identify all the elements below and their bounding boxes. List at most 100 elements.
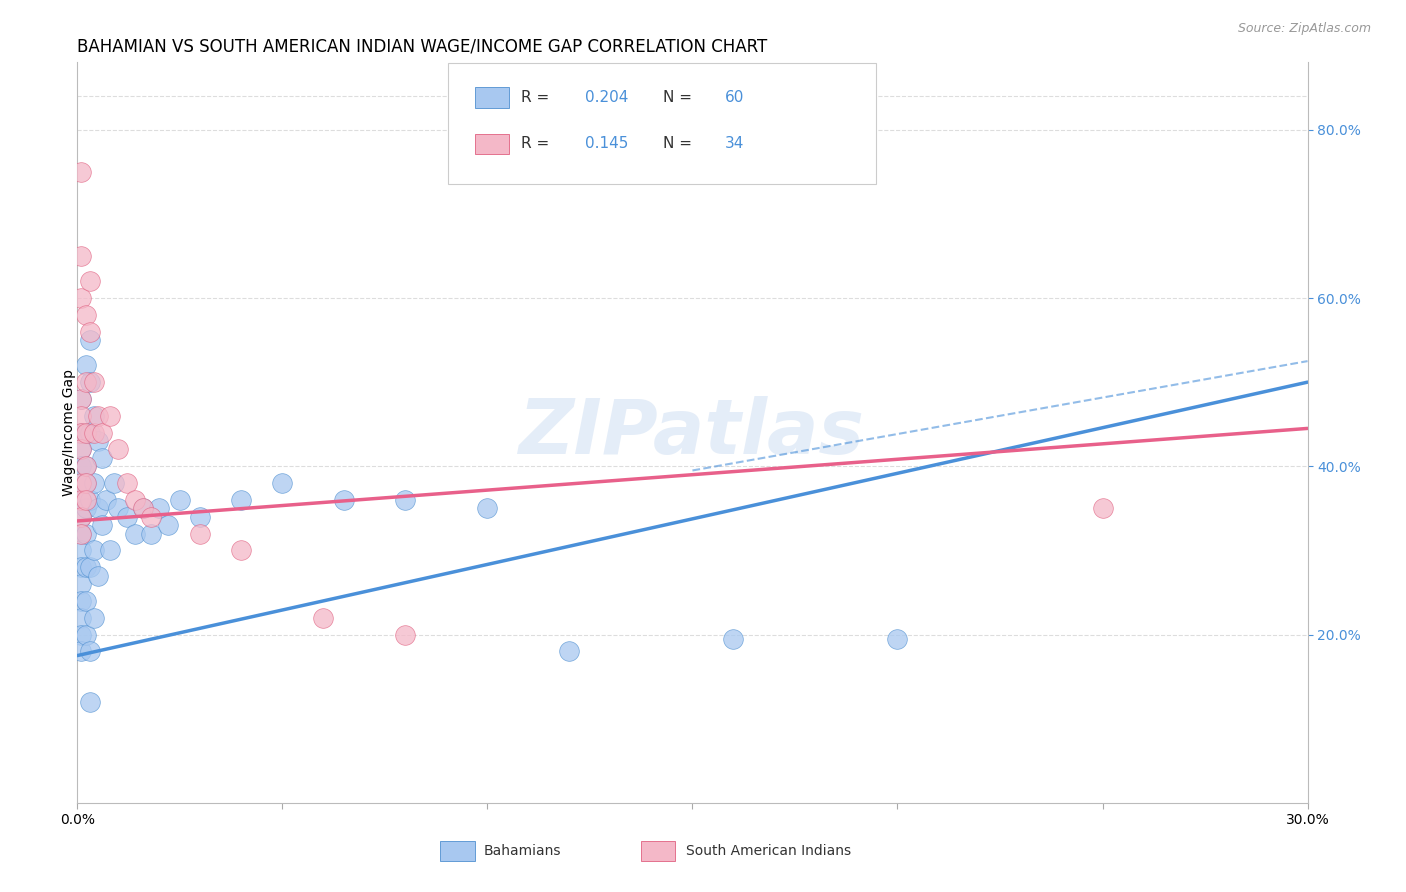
Point — [70, 526, 93, 541]
Point — [70, 577, 93, 591]
Text: 0.204: 0.204 — [585, 90, 628, 104]
Point — [83, 611, 105, 625]
Point — [75, 459, 97, 474]
Point — [79, 492, 101, 507]
Point — [188, 509, 212, 524]
Point — [79, 325, 101, 339]
Point — [75, 375, 97, 389]
FancyBboxPatch shape — [440, 840, 475, 862]
Point — [83, 476, 105, 491]
Point — [75, 627, 97, 641]
Text: 60: 60 — [724, 90, 744, 104]
Point — [75, 308, 97, 322]
Point — [70, 459, 93, 474]
Point — [271, 476, 294, 491]
Text: 0.145: 0.145 — [585, 136, 628, 152]
Point — [1091, 501, 1114, 516]
Point — [75, 526, 97, 541]
Point — [70, 392, 93, 406]
Point — [333, 492, 356, 507]
Point — [75, 594, 97, 608]
Point — [87, 568, 110, 582]
FancyBboxPatch shape — [475, 87, 509, 108]
Point — [70, 560, 93, 574]
Text: BAHAMIAN VS SOUTH AMERICAN INDIAN WAGE/INCOME GAP CORRELATION CHART: BAHAMIAN VS SOUTH AMERICAN INDIAN WAGE/I… — [77, 37, 768, 55]
Point — [231, 543, 253, 558]
Point — [70, 165, 93, 179]
Text: 34: 34 — [724, 136, 744, 152]
Point — [70, 476, 93, 491]
Point — [83, 543, 105, 558]
Y-axis label: Wage/Income Gap: Wage/Income Gap — [62, 369, 76, 496]
Point — [90, 450, 114, 465]
Point — [70, 249, 93, 263]
Point — [115, 509, 138, 524]
Point — [79, 425, 101, 440]
Point — [70, 409, 93, 423]
Point — [79, 695, 101, 709]
Point — [75, 425, 97, 440]
Point — [70, 492, 93, 507]
Point — [70, 291, 93, 305]
Text: R =: R = — [522, 90, 554, 104]
Point — [107, 442, 129, 457]
Point — [70, 509, 93, 524]
Point — [141, 509, 163, 524]
Point — [132, 501, 155, 516]
Point — [98, 409, 121, 423]
Point — [90, 425, 114, 440]
Text: ZIPatlas: ZIPatlas — [519, 396, 866, 469]
Text: South American Indians: South American Indians — [686, 844, 852, 858]
Point — [723, 632, 745, 646]
Point — [79, 560, 101, 574]
Point — [886, 632, 908, 646]
Text: Bahamians: Bahamians — [484, 844, 561, 858]
Point — [79, 333, 101, 347]
Text: Source: ZipAtlas.com: Source: ZipAtlas.com — [1237, 22, 1371, 36]
Point — [103, 476, 125, 491]
Point — [75, 501, 97, 516]
Point — [94, 492, 117, 507]
Point — [70, 594, 93, 608]
Point — [70, 425, 93, 440]
Point — [70, 644, 93, 658]
Point — [124, 492, 146, 507]
Point — [156, 518, 179, 533]
Point — [169, 492, 191, 507]
Point — [90, 518, 114, 533]
Point — [394, 492, 416, 507]
Point — [87, 434, 110, 448]
Point — [70, 509, 93, 524]
Point — [70, 543, 93, 558]
Point — [115, 476, 138, 491]
Point — [188, 526, 212, 541]
Point — [124, 526, 146, 541]
Point — [141, 526, 163, 541]
Point — [148, 501, 170, 516]
Point — [312, 611, 335, 625]
FancyBboxPatch shape — [641, 840, 675, 862]
Point — [75, 476, 97, 491]
Point — [394, 627, 416, 641]
Point — [70, 611, 93, 625]
Point — [83, 425, 105, 440]
Point — [75, 476, 97, 491]
Point — [83, 409, 105, 423]
Point — [87, 409, 110, 423]
Text: N =: N = — [664, 136, 697, 152]
Point — [231, 492, 253, 507]
Point — [75, 459, 97, 474]
Point — [107, 501, 129, 516]
Point — [70, 492, 93, 507]
Point — [477, 501, 499, 516]
FancyBboxPatch shape — [475, 134, 509, 154]
Point — [87, 501, 110, 516]
Point — [70, 476, 93, 491]
Text: R =: R = — [522, 136, 554, 152]
Point — [558, 644, 581, 658]
Point — [75, 425, 97, 440]
Text: N =: N = — [664, 90, 697, 104]
Point — [79, 644, 101, 658]
Point — [70, 526, 93, 541]
Point — [70, 425, 93, 440]
